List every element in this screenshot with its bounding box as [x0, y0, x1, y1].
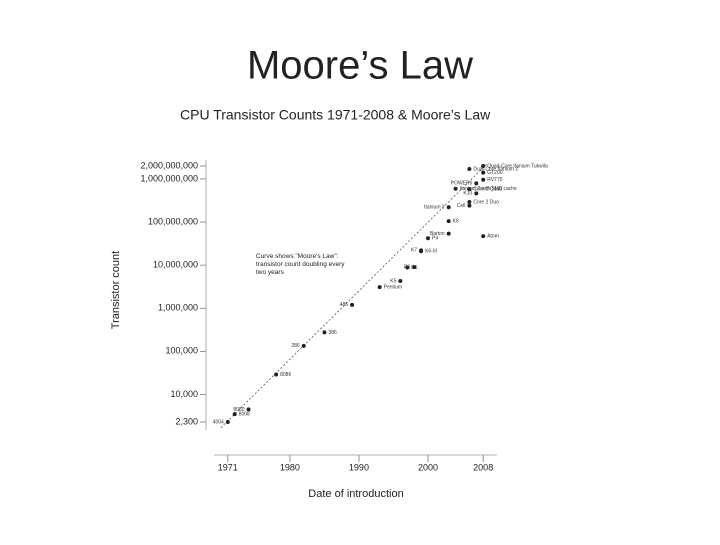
x-axis-label: Date of introduction — [308, 488, 403, 500]
point-label: K8 — [453, 218, 459, 224]
data-point — [225, 419, 230, 424]
y-tick-label: 1,000,000 — [158, 303, 198, 313]
y-tick-label: 1,000,000,000 — [140, 173, 198, 183]
annotation: Curve shows "Moore's Law": transistor co… — [256, 253, 345, 276]
data-point — [467, 167, 472, 172]
point-label: Cell — [457, 203, 466, 209]
point-label: P4 — [432, 236, 438, 242]
slide-title: Moore’s Law — [247, 44, 473, 88]
point-label: K10 — [463, 191, 472, 197]
data-point — [481, 163, 486, 168]
data-point — [246, 407, 251, 412]
y-tick-label: 10,000 — [170, 389, 198, 399]
trend-line — [220, 163, 487, 428]
data-point — [467, 187, 472, 192]
point-label: Dual-Core Itanium 2 — [473, 166, 518, 172]
data-point — [467, 203, 472, 208]
point-label: 8086 — [280, 372, 291, 378]
point-label: Barton — [430, 231, 445, 237]
data-point — [301, 343, 306, 348]
point-label: Itanium 2 with 9MB cache — [460, 186, 517, 192]
x-tick-label: 2008 — [473, 462, 493, 472]
data-point — [481, 234, 486, 239]
data-point — [446, 205, 451, 210]
point-label: RV770 — [487, 177, 502, 183]
point-label: PII — [404, 264, 410, 270]
point-label: 8008 — [239, 411, 250, 417]
y-tick-label: 10,000,000 — [153, 260, 198, 270]
data-point — [474, 191, 479, 196]
data-point — [322, 330, 327, 335]
y-tick-label: 100,000,000 — [148, 216, 198, 226]
point-label: K7 — [411, 248, 417, 254]
data-point — [474, 181, 479, 186]
point-label: Itanium 2 — [424, 205, 445, 211]
data-point — [467, 200, 472, 205]
point-label: GT200 — [487, 170, 503, 176]
point-label: Core 2 Duo — [473, 199, 499, 205]
x-tick-label: 2000 — [418, 462, 438, 472]
point-label: POWER6 — [451, 181, 473, 187]
x-tick-label: 1990 — [349, 462, 369, 472]
data-point — [398, 278, 403, 283]
data-point — [377, 285, 382, 290]
x-tick-label: 1980 — [280, 462, 300, 472]
y-axis-label: Transistor count — [110, 251, 122, 329]
point-label: 4004 — [213, 419, 224, 425]
point-label: Atom — [487, 234, 499, 240]
point-label: 286 — [291, 343, 300, 349]
data-point — [274, 372, 279, 377]
data-point — [453, 186, 458, 191]
data-point — [232, 412, 237, 417]
point-label: 8080 — [233, 407, 244, 413]
data-point — [446, 231, 451, 236]
data-point — [446, 219, 451, 224]
point-label: 486 — [340, 302, 349, 308]
data-point — [425, 236, 430, 241]
point-label: Pentium — [384, 284, 402, 290]
point-label: Quad-Core Itanium Tukwila — [487, 163, 548, 169]
x-tick-label: 1971 — [218, 462, 238, 472]
data-point — [481, 177, 486, 182]
data-point — [412, 265, 417, 270]
data-point — [405, 265, 410, 270]
point-label: Core 2 Quad — [473, 186, 502, 192]
point-label: K6-III — [425, 249, 437, 255]
data-point — [481, 170, 486, 175]
annotation-box: Curve shows "Moore's Law": transistor co… — [256, 253, 345, 276]
y-tick-label: 2,000,000,000 — [140, 160, 198, 170]
data-point — [419, 248, 424, 253]
y-tick-label: 100,000 — [165, 346, 198, 356]
chart-title: CPU Transistor Counts 1971-2008 & Moore’… — [180, 107, 491, 123]
y-tick-label: 2,300 — [175, 416, 198, 426]
data-point — [350, 302, 355, 307]
point-label: 386 — [328, 330, 337, 336]
point-label: K5 — [390, 278, 396, 284]
